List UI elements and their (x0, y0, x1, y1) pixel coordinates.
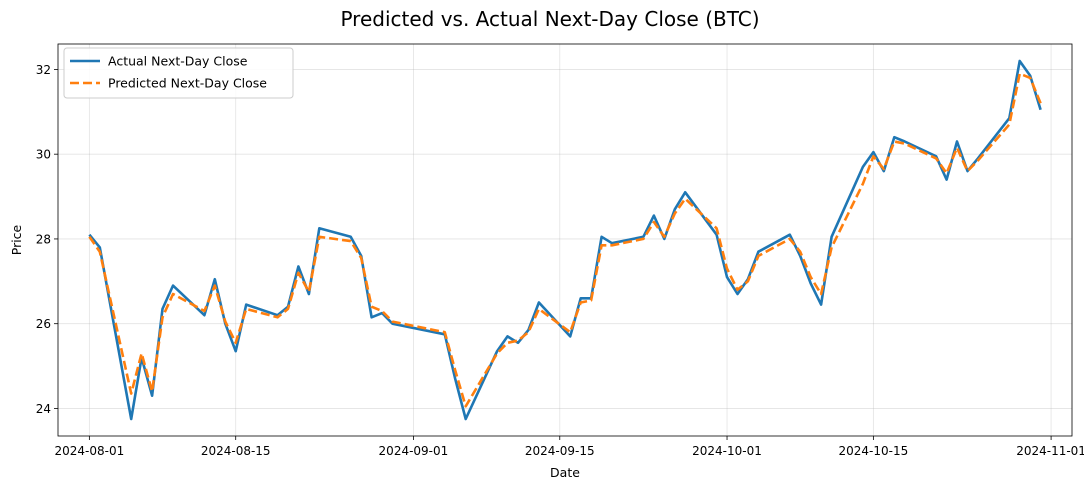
x-tick-label: 2024-08-01 (54, 444, 124, 458)
y-tick-label: 32 (36, 63, 51, 77)
x-tick-label: 2024-09-01 (379, 444, 449, 458)
y-axis-label: Price (9, 224, 24, 255)
x-tick-label: 2024-09-15 (525, 444, 595, 458)
legend-label-predicted: Predicted Next-Day Close (108, 76, 267, 91)
y-tick-label: 24 (36, 402, 51, 416)
series-line-predicted (88, 72, 1042, 408)
x-tick-label: 2024-10-15 (839, 444, 909, 458)
x-axis: 2024-08-01 2024-08-15 2024-09-01 2024-09-15… (54, 436, 1084, 458)
plot-area-frame (57, 43, 1073, 437)
y-tick-label: 26 (36, 317, 51, 331)
y-axis: 24 26 28 30 32 (36, 63, 58, 416)
y-tick-label: 30 (36, 148, 51, 162)
legend-box (63, 47, 294, 99)
legend: Actual Next-Day Close Predicted Next-Day… (63, 47, 294, 99)
x-axis-label: Date (550, 465, 580, 480)
x-tick-label: 2024-11-01 (1016, 444, 1084, 458)
y-tick-label: 28 (36, 232, 51, 246)
series-layer (88, 59, 1042, 421)
x-tick-label: 2024-10-01 (692, 444, 762, 458)
x-tick-label: 2024-08-15 (201, 444, 271, 458)
chart-title: Predicted vs. Actual Next-Day Close (BTC… (340, 7, 759, 31)
legend-label-actual: Actual Next-Day Close (108, 54, 248, 69)
